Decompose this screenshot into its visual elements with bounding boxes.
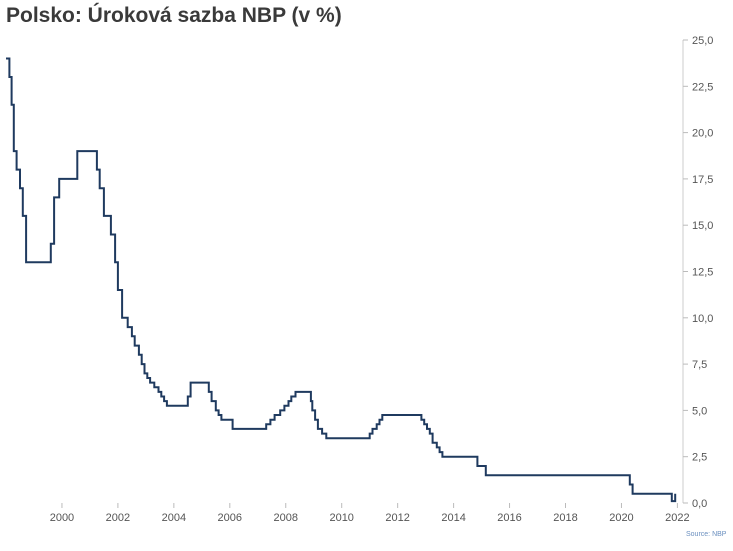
x-tick-label: 2018	[553, 512, 577, 524]
y-tick-label: 15,0	[692, 220, 713, 232]
x-tick-label: 2014	[441, 512, 465, 524]
x-tick-label: 2010	[329, 512, 353, 524]
y-tick-label: 2,5	[692, 452, 707, 464]
x-tick-label: 2006	[218, 512, 242, 524]
y-tick-label: 10,0	[692, 313, 713, 325]
y-tick-label: 22,5	[692, 81, 713, 93]
y-tick-label: 25,0	[692, 35, 713, 47]
x-tick-label: 2000	[50, 512, 74, 524]
plot-area: 0,0 2,5 5,0 7,5 10,0 12,5 15,0 17,5 20,0 22,5 25,0…	[6, 35, 713, 524]
x-tick-label: 2020	[609, 512, 633, 524]
y-tick-label: 5,0	[692, 405, 707, 417]
y-tick-label: 20,0	[692, 128, 713, 140]
x-tick-label: 2022	[665, 512, 689, 524]
chart-title: Polsko: Úroková sazba NBP (v %)	[6, 4, 342, 27]
y-tick-label: 0,0	[692, 498, 707, 510]
x-tick-label: 2008	[274, 512, 298, 524]
x-tick-label: 2016	[497, 512, 521, 524]
x-tick-label: 2002	[106, 512, 130, 524]
y-tick-label: 7,5	[692, 359, 707, 371]
y-tick-label: 12,5	[692, 267, 713, 279]
x-tick-label: 2004	[162, 512, 186, 524]
x-tick-label: 2012	[385, 512, 409, 524]
source-note: Source: NBP	[686, 531, 727, 538]
y-tick-label: 17,5	[692, 174, 713, 186]
rate-series-line	[6, 57, 677, 503]
